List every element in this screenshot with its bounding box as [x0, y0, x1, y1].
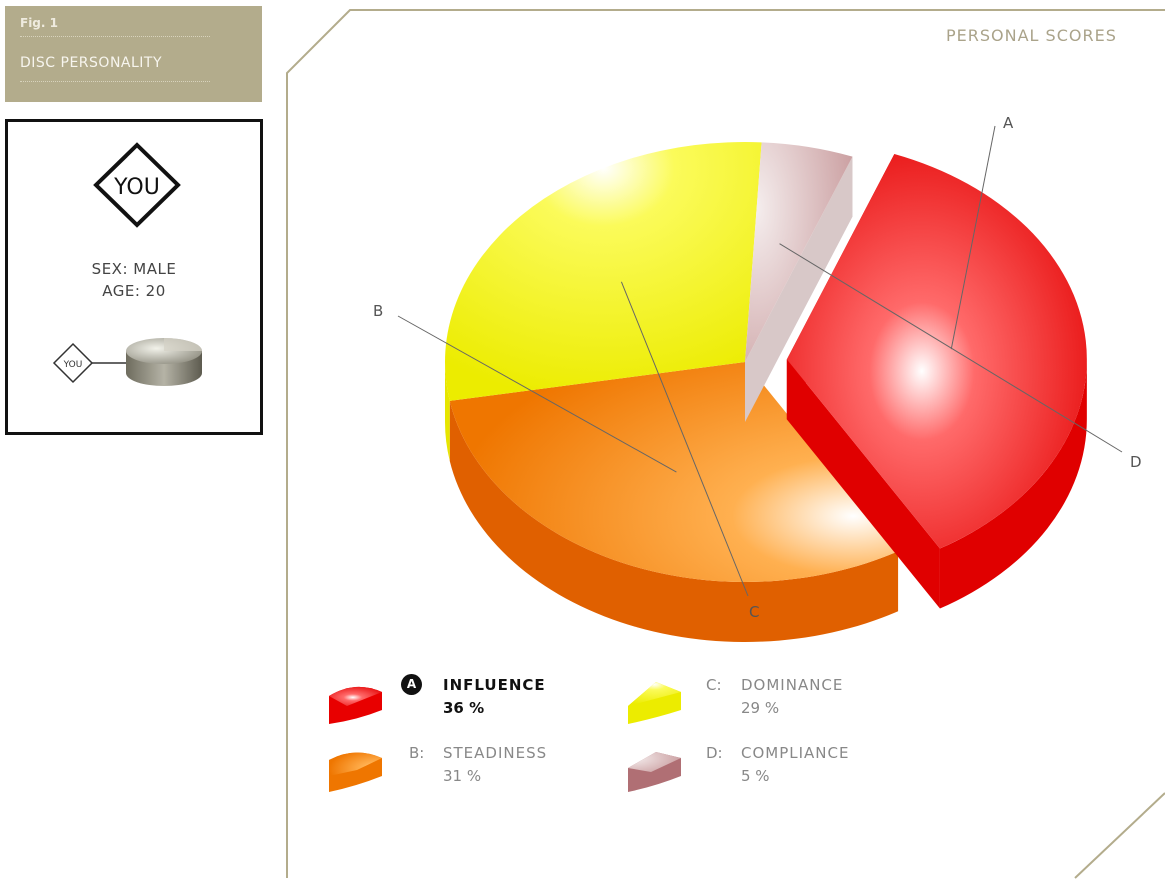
- mini-you-diamond-icon: YOU: [52, 342, 126, 384]
- legend-name-compliance: COMPLIANCE: [741, 744, 850, 762]
- slice-label-c: C: [749, 603, 760, 621]
- pie-cut-face: [745, 156, 853, 422]
- legend-name-dominance: DOMINANCE: [741, 676, 844, 694]
- pie-slice-influence: [786, 153, 1087, 609]
- legend-swatch-compliance: [628, 752, 681, 792]
- leader-line-c: [620, 281, 749, 597]
- pie-wall-steadiness: [449, 400, 899, 643]
- legend-value-steadiness: 31 %: [443, 767, 482, 785]
- svg-text:YOU: YOU: [113, 175, 160, 200]
- divider: [20, 81, 210, 82]
- legend-value-influence: 36 %: [443, 699, 485, 717]
- you-diamond-icon: YOU: [93, 142, 181, 228]
- legend-prefix-d: D:: [706, 744, 723, 762]
- divider: [20, 36, 210, 37]
- profile-graphics: YOU YOU: [52, 142, 202, 386]
- legend-name-steadiness: STEADINESS: [443, 744, 548, 762]
- leader-line-a: [950, 125, 996, 350]
- slice-label-b: B: [373, 302, 384, 320]
- legend-prefix-b: B:: [409, 744, 425, 762]
- legend-value-dominance: 29 %: [741, 699, 780, 717]
- pie-cut-face: [786, 359, 940, 609]
- figure-number: Fig. 1: [20, 16, 58, 30]
- figure-tab: Fig. 1 DISC PERSONALITY: [5, 6, 262, 102]
- legend-prefix-c: C:: [706, 676, 722, 694]
- pie-top-steadiness: [449, 362, 899, 582]
- age-label: AGE: 20: [102, 282, 166, 300]
- legend-value-compliance: 5 %: [741, 767, 770, 785]
- pie-top-compliance: [745, 142, 853, 362]
- legend-swatch-dominance: [628, 682, 681, 724]
- pie-slice-steadiness: [449, 362, 899, 643]
- svg-text:YOU: YOU: [63, 360, 83, 370]
- highlight-badge-a: A: [401, 674, 422, 695]
- legend-swatch-influence: [329, 686, 382, 724]
- figure-title: DISC PERSONALITY: [20, 55, 163, 71]
- slice-label-d: D: [1130, 453, 1142, 471]
- profile-card: YOU YOU SEX: MALE AGE: 20: [5, 119, 263, 435]
- legend-name-influence: INFLUENCE: [443, 676, 546, 694]
- pie-top-influence: [786, 153, 1087, 549]
- slice-label-a: A: [1003, 114, 1014, 132]
- legend-swatch-steadiness: [329, 752, 382, 792]
- pie-top-dominance: [445, 141, 762, 401]
- pie-wall-dominance: [445, 362, 450, 461]
- panel-title: PERSONAL SCORES: [946, 26, 1117, 45]
- mini-pie-icon: [126, 338, 202, 386]
- leader-line-b: [397, 315, 677, 473]
- pie-wall-influence: [939, 359, 1087, 609]
- leader-line-d: [779, 243, 1123, 453]
- sex-label: SEX: MALE: [91, 260, 177, 278]
- pie-slice-compliance: [745, 142, 853, 422]
- pie-slice-dominance: [445, 141, 762, 461]
